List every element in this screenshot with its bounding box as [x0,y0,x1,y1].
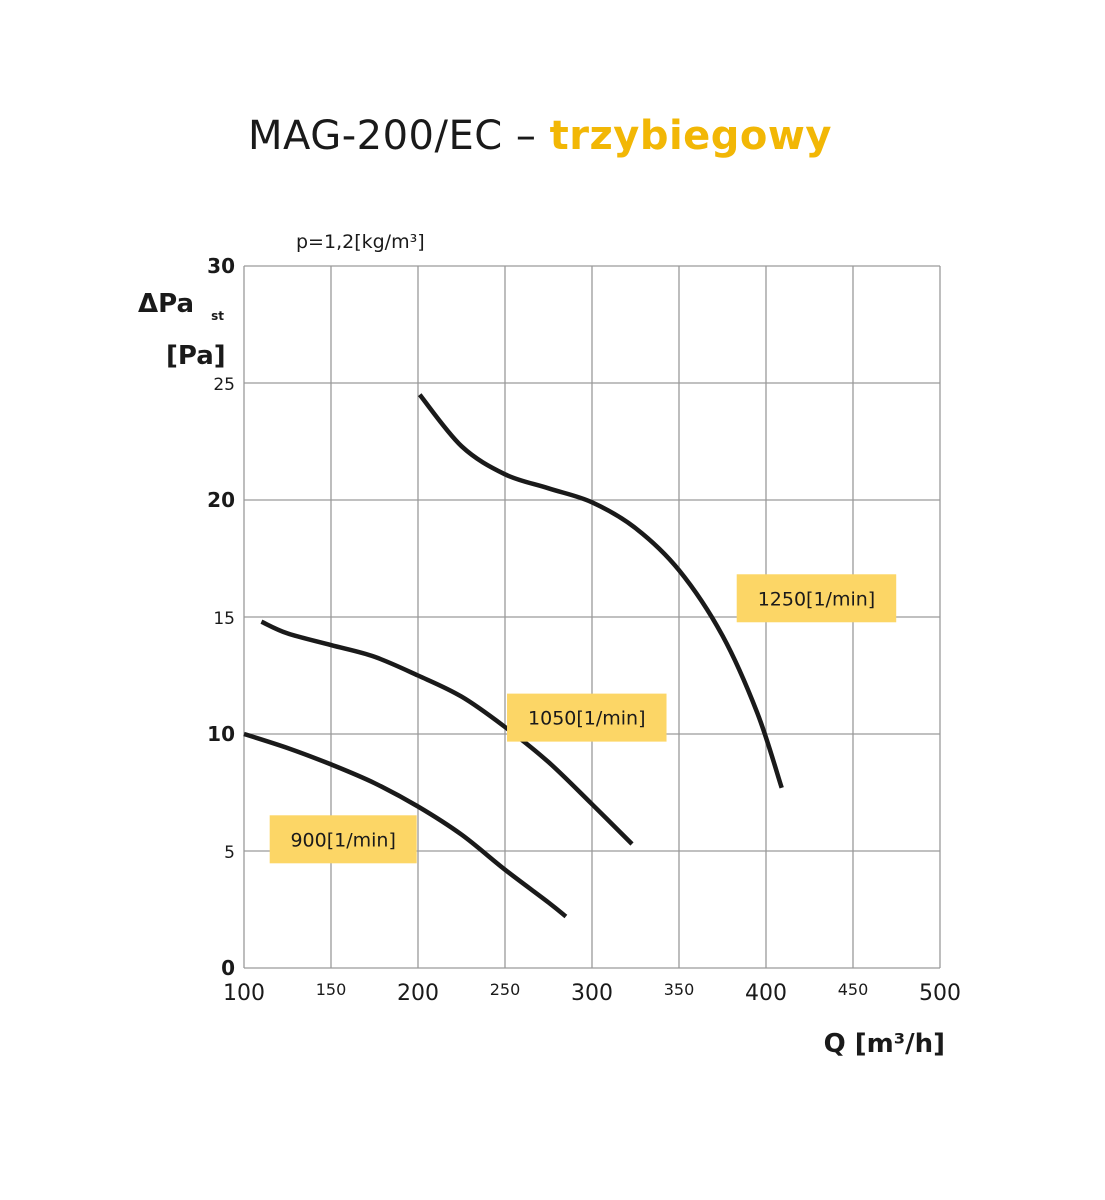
tick-labels: 100 150 200 250 300 350 400 450 500 0 5 10 15 20 25 30 [207,254,961,1006]
curves [243,393,784,919]
density-note: p=1,2[kg/m³] [296,231,425,253]
x-tick-label-350: 350 [664,980,695,999]
y-axis-label-sub: st [211,309,224,323]
x-tick-label-500: 500 [919,981,961,1006]
grid [243,265,941,969]
series-label-box-1 [269,815,417,864]
y-tick-label-30: 30 [207,254,235,278]
x-tick-label-250: 250 [490,980,521,999]
chart-title-variant: trzybiegowy [549,113,832,159]
y-tick-label-0: 0 [221,956,235,980]
series-label-1: 900[1/min] [290,829,395,851]
y-axis-label: ΔPa st [138,289,224,323]
y-axis-label-main: ΔPa [138,289,194,319]
series-label-2: 1050[1/min] [528,708,646,730]
series-curve-1 [243,731,568,919]
y-tick-label-20: 20 [207,488,235,512]
x-tick-label-300: 300 [571,981,613,1006]
x-tick-label-450: 450 [838,980,869,999]
x-tick-label-100: 100 [223,981,265,1006]
y-tick-label-10: 10 [207,722,235,746]
series-label-3: 1250[1/min] [758,588,876,610]
x-tick-label-400: 400 [745,981,787,1006]
chart-title-model: MAG-200/EC [248,113,503,159]
x-axis-label: Q [m³/h] [824,1029,945,1059]
y-tick-label-25: 25 [213,375,235,395]
series-label-box-2 [507,693,667,742]
series-labels: 900[1/min] 1050[1/min] 1250[1/min] [269,574,897,864]
series-label-box-3 [736,574,897,623]
y-tick-label-5: 5 [224,843,235,863]
series-curve-2 [260,619,634,846]
x-tick-label-200: 200 [397,981,439,1006]
chart-title: MAG-200/EC – trzybiegowy [0,113,1080,159]
series-curve-3 [417,393,784,789]
x-tick-label-150: 150 [316,980,347,999]
y-axis-unit: [Pa] [166,341,226,371]
chart-title-separator: – [515,113,537,159]
y-tick-label-15: 15 [213,609,235,629]
